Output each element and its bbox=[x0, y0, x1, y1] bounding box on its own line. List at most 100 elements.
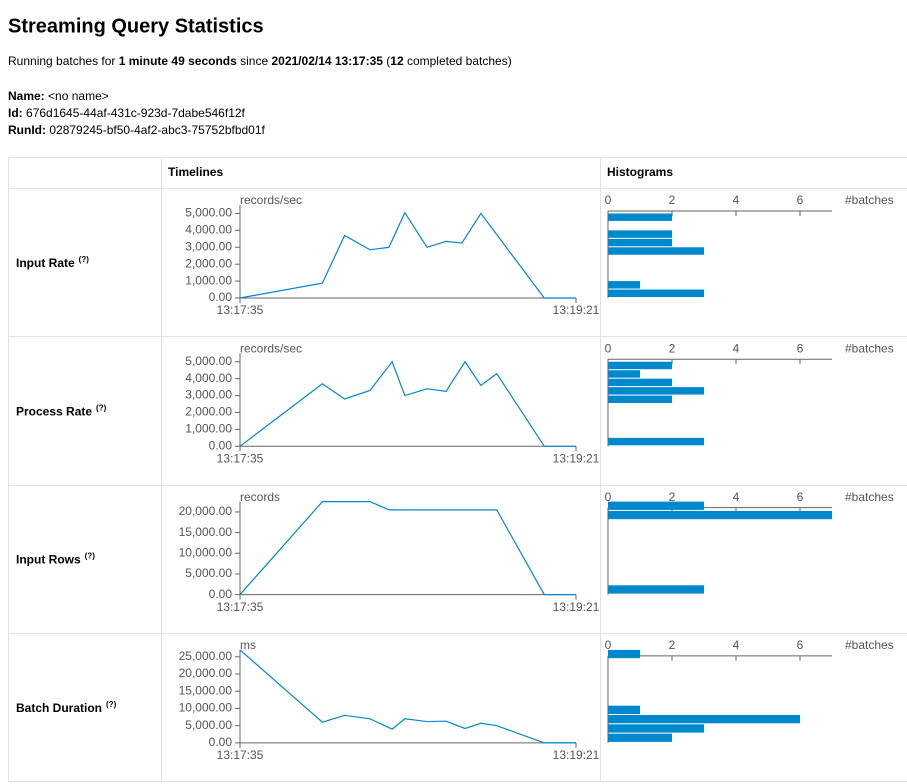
info-value: <no name> bbox=[48, 89, 109, 103]
info-line: Name: <no name> bbox=[8, 89, 109, 103]
info-label: RunId: bbox=[8, 123, 46, 137]
histogram-bar bbox=[608, 724, 704, 733]
page-title: Streaming Query Statistics bbox=[8, 15, 264, 37]
timeline bbox=[239, 501, 576, 596]
x-tick-label: 13:17:35 bbox=[217, 303, 264, 317]
axis-title: #batches bbox=[845, 638, 894, 652]
y-tick-label: 5,000.00 bbox=[185, 566, 232, 580]
help-marker: (?) bbox=[106, 700, 117, 709]
column-header: Timelines bbox=[168, 165, 223, 179]
column-header: Histograms bbox=[607, 165, 673, 179]
x-tick-label: 4 bbox=[733, 490, 740, 504]
info-label: Id: bbox=[8, 106, 23, 120]
x-tick-label: 6 bbox=[797, 490, 804, 504]
histogram-bar bbox=[608, 238, 672, 247]
x-tick-label: 0 bbox=[605, 638, 612, 652]
histogram-bar bbox=[608, 437, 704, 446]
y-tick-label: 3,000.00 bbox=[185, 239, 232, 253]
row-label: Batch Duration (?) bbox=[16, 700, 117, 715]
histogram-bar bbox=[608, 715, 800, 724]
histogram-bar bbox=[608, 289, 704, 297]
help-marker: (?) bbox=[79, 255, 90, 264]
row-label-text: Input Rows bbox=[16, 553, 81, 567]
y-tick-label: 5,000.00 bbox=[185, 718, 232, 732]
y-tick-label: 0.00 bbox=[209, 438, 233, 452]
histogram-bar bbox=[608, 585, 704, 594]
summary-part: 12 bbox=[390, 54, 404, 68]
histogram-bar bbox=[608, 213, 672, 221]
y-tick-label: 2,000.00 bbox=[185, 405, 232, 419]
y-tick-label: 1,000.00 bbox=[185, 273, 232, 287]
histogram-bar bbox=[608, 501, 704, 510]
summary-part: ( bbox=[383, 54, 390, 68]
y-tick-label: 25,000.00 bbox=[179, 649, 233, 663]
y-tick-label: 10,000.00 bbox=[179, 701, 233, 715]
axis-title: records/sec bbox=[240, 193, 302, 207]
y-tick-label: 3,000.00 bbox=[185, 388, 232, 402]
summary-part: 2021/02/14 13:17:35 bbox=[271, 54, 383, 68]
row-label-text: Process Rate bbox=[16, 404, 92, 418]
y-tick-label: 20,000.00 bbox=[179, 666, 233, 680]
histogram-bar bbox=[608, 378, 672, 387]
timeline bbox=[239, 649, 576, 744]
y-tick-label: 15,000.00 bbox=[179, 525, 233, 539]
row-label-text: Input Rate bbox=[16, 256, 75, 270]
histogram-bar bbox=[608, 361, 672, 370]
table-borders bbox=[8, 157, 907, 782]
info-value: 02879245-bf50-4af2-abc3-75752bfbd01f bbox=[49, 123, 265, 137]
histogram-bar bbox=[608, 510, 832, 520]
summary-part: Running batches for bbox=[8, 54, 119, 68]
y-tick-label: 2,000.00 bbox=[185, 256, 232, 270]
histogram-bar bbox=[608, 387, 704, 395]
x-tick-label: 4 bbox=[733, 341, 740, 355]
timeline bbox=[239, 211, 576, 299]
row-label-text: Batch Duration bbox=[16, 701, 102, 715]
axis-title: ms bbox=[240, 638, 256, 652]
histogram-bar bbox=[608, 395, 672, 404]
y-tick-label: 15,000.00 bbox=[179, 683, 233, 697]
axis-title: #batches bbox=[845, 193, 894, 207]
info-line: RunId: 02879245-bf50-4af2-abc3-75752bfbd… bbox=[8, 123, 266, 137]
histogram-bar bbox=[608, 649, 640, 659]
y-tick-label: 0.00 bbox=[209, 587, 233, 601]
x-tick-label: 2 bbox=[669, 341, 676, 355]
info-value: 676d1645-44af-431c-923d-7dabe546f12f bbox=[26, 106, 246, 120]
x-tick-label: 4 bbox=[733, 193, 740, 207]
y-tick-label: 1,000.00 bbox=[185, 422, 232, 436]
x-tick-label: 13:17:35 bbox=[217, 451, 264, 465]
y-tick-label: 4,000.00 bbox=[185, 223, 232, 237]
x-tick-label: 6 bbox=[797, 341, 804, 355]
info-label: Name: bbox=[8, 89, 45, 103]
table-frame bbox=[8, 157, 907, 782]
timeline bbox=[239, 360, 576, 447]
axis-title: records/sec bbox=[240, 341, 302, 355]
y-tick-label: 5,000.00 bbox=[185, 206, 232, 220]
x-tick-label: 13:17:35 bbox=[217, 600, 264, 614]
axis-title: records bbox=[240, 490, 280, 504]
x-tick-label: 0 bbox=[605, 490, 612, 504]
help-marker: (?) bbox=[96, 403, 107, 412]
histogram-bar bbox=[608, 370, 640, 378]
x-tick-label: 13:17:35 bbox=[217, 748, 264, 762]
y-tick-label: 20,000.00 bbox=[179, 504, 233, 518]
x-tick-label: 13:19:21 bbox=[553, 303, 600, 317]
y-tick-label: 0.00 bbox=[209, 290, 233, 304]
summary: Running batches for 1 minute 49 seconds … bbox=[8, 54, 512, 68]
histogram-bar bbox=[608, 247, 704, 255]
axis-title: #batches bbox=[845, 490, 894, 504]
x-tick-label: 13:19:21 bbox=[553, 600, 600, 614]
histogram-bar bbox=[608, 230, 672, 238]
summary-part: since bbox=[237, 54, 272, 68]
x-tick-label: 2 bbox=[669, 193, 676, 207]
histogram-bar bbox=[608, 733, 672, 742]
x-tick-label: 4 bbox=[733, 638, 740, 652]
y-tick-label: 10,000.00 bbox=[179, 545, 233, 559]
x-tick-label: 2 bbox=[669, 490, 676, 504]
x-tick-label: 6 bbox=[797, 638, 804, 652]
row-label: Input Rows (?) bbox=[16, 552, 95, 567]
x-tick-label: 13:19:21 bbox=[553, 748, 600, 762]
help-marker: (?) bbox=[85, 552, 96, 561]
y-tick-label: 0.00 bbox=[209, 735, 233, 749]
